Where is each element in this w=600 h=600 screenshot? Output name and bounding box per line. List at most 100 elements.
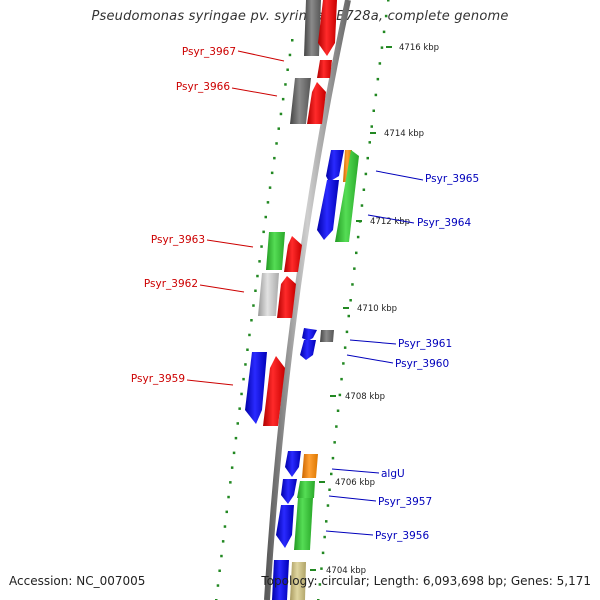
track-dot [254,289,257,292]
track-dot [221,540,225,543]
track-dot [240,392,243,396]
label-leader [346,354,394,364]
track-dot [345,330,349,334]
gene-block-gray[interactable] [290,78,311,124]
track-dot [232,451,236,455]
track-dot [321,551,325,555]
track-dot [268,186,272,189]
track-dot [336,409,340,412]
label-leader [325,530,374,536]
track-dot [378,62,382,65]
gene-label-psyr-3962[interactable]: Psyr_3962 [144,278,198,290]
track-dot [230,466,234,469]
gene-block-blue[interactable] [281,479,297,504]
gene-label-psyr-3961[interactable]: Psyr_3961 [398,338,452,350]
track-dot [266,201,270,204]
gene-label-psyr-3964[interactable]: Psyr_3964 [417,217,471,229]
gene-block-blue[interactable] [276,505,294,548]
track-dot [284,83,287,86]
label-leader [331,468,380,474]
gene-block-blue[interactable] [245,352,267,424]
gene-label-psyr-3963[interactable]: Psyr_3963 [151,234,205,246]
track-dot [372,109,375,112]
gene-block-light-gray[interactable] [258,273,279,316]
left-gene-labels: Psyr_3967 Psyr_3966 Psyr_3963 Psyr_3962 … [131,46,285,386]
gene-block-green[interactable] [335,150,359,242]
track-dot [364,172,368,176]
track-dot [258,260,261,263]
topology-text: Topology: circular; Length: 6,093,698 bp… [261,574,591,588]
track-dot [368,141,371,144]
track-dot [330,472,333,476]
track-dot [376,77,380,81]
tick-label: 4704 kbp [326,566,366,576]
track-dot [246,348,249,351]
track-dot [331,456,335,460]
gene-block-blue[interactable] [326,150,344,182]
gene-block-blue[interactable] [300,340,316,360]
track-dot [238,407,241,410]
gene-blocks [245,0,359,600]
gene-label-psyr-3957[interactable]: Psyr_3957 [378,496,432,508]
label-leader [206,239,254,248]
gene-label-psyr-3960[interactable]: Psyr_3960 [395,358,449,370]
track-dot [333,441,336,444]
track-dot [288,53,292,57]
gene-label-algu[interactable]: algU [381,468,405,480]
gene-label-psyr-3966[interactable]: Psyr_3966 [176,81,230,93]
gene-block-red[interactable] [307,82,326,124]
track-dot [260,245,263,248]
track-dot [347,314,350,318]
track-dot [366,156,369,160]
track-dot [335,425,338,428]
gene-block-gray[interactable] [304,0,321,56]
gene-block-red[interactable] [277,276,296,318]
track-dot [242,377,245,381]
gene-block-red[interactable] [284,236,302,272]
gene-block-blue[interactable] [317,180,339,240]
tick-label: 4706 kbp [335,478,375,488]
track-dot [227,495,230,499]
track-dot [320,567,323,570]
track-dot [349,299,352,302]
gene-block-blue[interactable] [272,560,289,600]
gene-label-psyr-3967[interactable]: Psyr_3967 [182,46,236,58]
track-dot [355,251,358,255]
track-dot [340,377,343,381]
gene-block-red[interactable] [263,356,285,426]
gene-label-psyr-3965[interactable]: Psyr_3965 [425,173,479,185]
track-dot [360,204,364,207]
track-dot [382,30,386,34]
gene-block-red[interactable] [318,0,337,56]
track-dot [250,319,253,322]
tick-label: 4716 kbp [399,43,439,53]
track-dot [236,422,239,425]
gene-label-psyr-3959[interactable]: Psyr_3959 [131,373,185,385]
track-dot [244,363,247,366]
track-dot [325,520,328,523]
track-dot [351,283,354,286]
gene-block-green[interactable] [297,481,315,498]
track-dot [218,569,221,572]
tick-label: 4714 kbp [384,129,424,139]
gene-block-green[interactable] [266,232,285,270]
gene-block-blue[interactable] [302,328,317,341]
gene-block-green[interactable] [294,498,313,550]
gene-block-gray[interactable] [320,330,334,342]
track-dot [216,584,220,587]
track-dot [356,235,360,239]
gene-label-psyr-3956[interactable]: Psyr_3956 [375,530,429,542]
tick-label: 4710 kbp [357,304,397,314]
track-dot [277,127,280,130]
track-dot [225,510,228,514]
gene-block-blue[interactable] [285,451,301,477]
track-dot [370,125,373,128]
gene-block-orange[interactable] [302,454,318,478]
track-dot [380,46,384,49]
gene-block-red[interactable] [317,60,332,78]
track-dot [362,188,366,191]
track-dot [270,171,274,175]
track-dot [342,362,345,365]
gene-block-tan[interactable] [290,562,306,600]
